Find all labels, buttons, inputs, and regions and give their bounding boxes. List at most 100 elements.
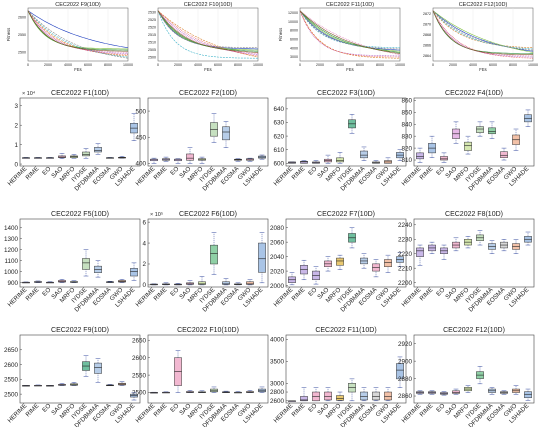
box-GWO [384,259,392,267]
y-tick-label: 1400 [4,225,19,232]
x-tick-label: 10000 [253,63,263,67]
y-tick-label: 6 [142,219,146,226]
box-LSHADE [396,363,404,380]
convergence-series-line [299,10,401,50]
x-tick-label: 8000 [376,63,384,67]
box-MRFO [336,157,344,163]
convergence-series-line [27,10,129,58]
y-tick-label: 2650 [4,347,19,354]
box-LSHADE [524,391,532,399]
y-tick-label: 2040 [270,254,285,261]
x-tick-label: 10000 [123,63,133,67]
box-IYDSE [210,244,218,265]
y-tick-label: 500 [135,108,146,115]
x-tick-label: RIME [291,402,307,418]
y-tick-label: 2210 [398,265,413,272]
x-tick-label: 6000 [214,63,222,67]
y-tick-label: 8000 [290,29,298,33]
x-axis-label: FEs [346,67,353,72]
x-tick-label: 10000 [528,63,538,67]
x-tick-label: 0 [27,63,29,67]
boxplot-panel-10: CEC2022 F10(10D)2500255026002650HERIMERI… [132,327,269,427]
y-tick-label: 630 [273,120,284,127]
x-tick-label: EO [41,402,52,413]
y-tick-label: 3000 [290,55,298,59]
convergence-series-line [432,10,533,57]
y-tick-label: 640 [273,106,284,113]
y-tick-label: 2200 [398,280,413,287]
y-tick-label: 400 [135,161,146,168]
y-tick-label: 2 [142,261,146,268]
y-tick-label: 2600 [4,362,19,369]
y-tick-label: 2550 [18,33,26,37]
y-tick-label: 2550 [132,372,147,379]
plot-frame [413,97,535,167]
boxplot-title: CEC2022 F3(10D) [317,90,375,97]
convergence-series-line [27,10,128,50]
convergence-plot-3: CEC2022 F11(10D) 3000 4000 6000 8000 10000 120… [278,2,405,72]
axis-exponent: × 10⁴ [22,90,36,97]
plot-frame [157,7,259,62]
convergence-series-line [299,10,400,57]
boxplot-title: CEC2022 F6(10D) [179,211,237,218]
boxplot-title: CEC2022 F11(10D) [315,327,376,334]
y-tick-label: 2505 [148,48,156,52]
y-tick-label: 2 [14,122,18,129]
x-tick-label: 8000 [104,63,112,67]
y-tick-label: 1200 [4,247,19,254]
boxplot-panel-3: CEC2022 F3(10D)600610620630640HERIMERIME… [272,90,407,193]
x-tick-label: EO [41,165,52,176]
y-tick-label: 850 [401,110,412,117]
convergence-series-line [299,10,401,51]
x-tick-label: 0 [157,63,159,67]
x-tick-label: 2000 [449,63,457,67]
x-tick-label: EO [307,402,318,413]
x-axis-label: FEs [479,67,486,72]
x-tick-label: EO [435,402,446,413]
y-tick-label: 3 [14,103,18,110]
x-tick-label: 8000 [509,63,517,67]
boxplot-title: CEC2022 F8(10D) [445,211,503,218]
y-tick-label: 12000 [288,11,298,15]
y-tick-label: 4 [142,240,146,247]
boxplot-title: CEC2022 F5(10D) [51,211,109,218]
box-DFDBMMA [222,126,230,141]
x-tick-label: EO [435,286,446,297]
x-tick-label: 2000 [44,63,52,67]
x-tick-label: 6000 [84,63,92,67]
y-tick-label: 2866 [423,44,431,48]
convergence-series-line [299,10,400,59]
x-tick-label: EO [169,165,180,176]
plot-frame [147,218,269,288]
y-tick-label: 1000 [4,269,19,276]
y-tick-label: 2650 [132,337,147,344]
y-tick-label: 1100 [4,258,18,265]
y-tick-label: 1300 [4,236,19,243]
x-tick-label: 4000 [64,63,72,67]
convergence-series-line [432,10,533,59]
plot-frame [27,7,129,62]
boxplot-panel-7: CEC2022 F7(10D)20002020204020602080HERIM… [270,211,407,314]
y-tick-label: 2600 [18,15,26,19]
x-tick-label: EO [169,402,180,413]
y-tick-label: 3500 [270,359,285,366]
y-tick-label: 2800 [270,389,285,396]
y-axis-label: Fitness [6,28,11,42]
box-SAO [452,390,460,394]
x-tick-label: EO [307,165,318,176]
convergence-series-line [157,10,259,55]
boxplot-panel-9: CEC2022 F9(10D)2500255026002650HERIMERIM… [4,327,141,427]
convergence-series-line [27,10,129,59]
box-IYDSE [82,151,90,157]
y-tick-label: 2872 [423,12,431,16]
boxplot-title: CEC2022 F2(10D) [179,90,237,97]
boxplot-panel-4: CEC2022 F4(10D)810820830840850860HERIMER… [400,90,535,193]
y-tick-label: 4000 [270,337,285,344]
box-DFDBMMA [488,127,496,135]
y-tick-label: 2600 [270,398,285,405]
y-tick-label: 2230 [398,236,413,243]
x-tick-label: RIME [419,402,435,418]
convergence-title: CEC2022 F11(10D) [326,2,374,8]
y-tick-label: 450 [135,134,146,141]
x-tick-label: RIME [25,402,41,418]
